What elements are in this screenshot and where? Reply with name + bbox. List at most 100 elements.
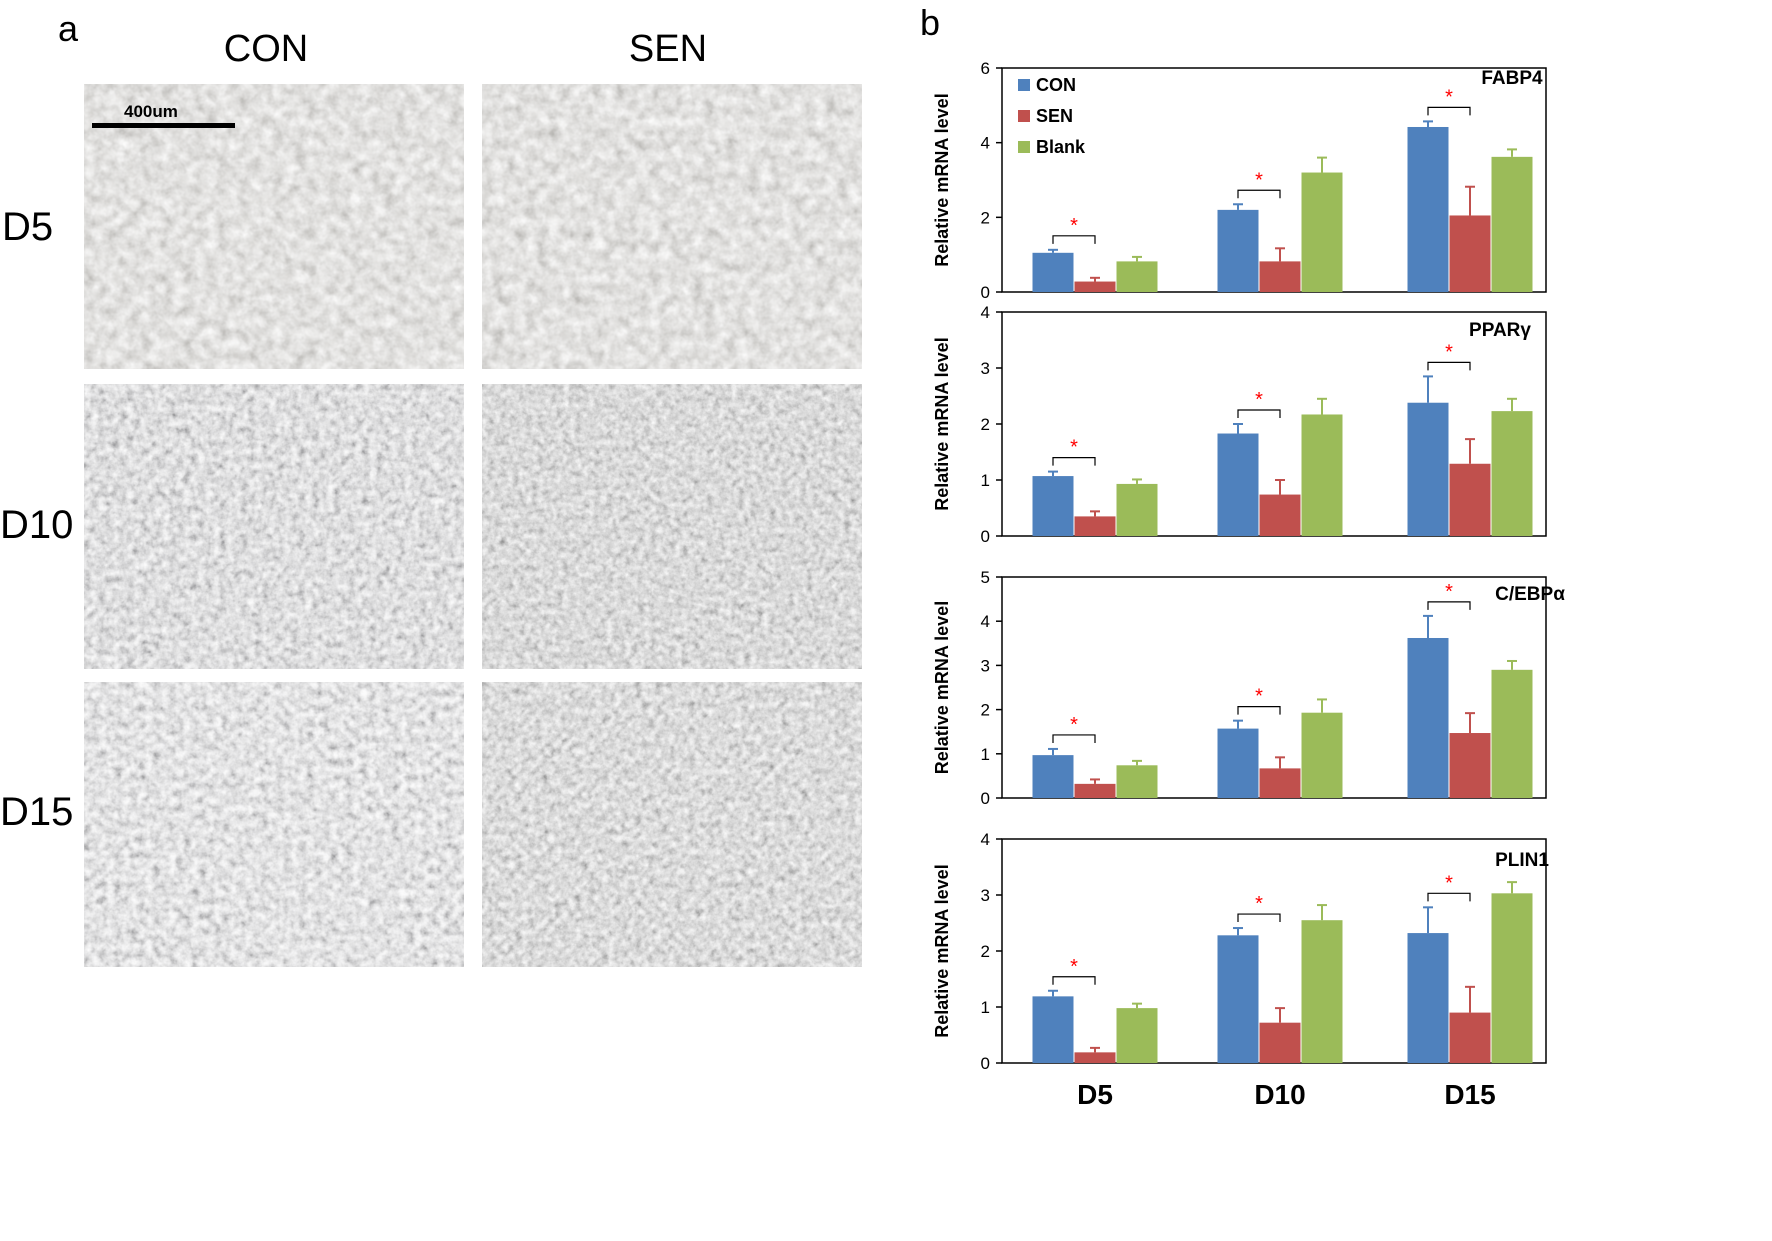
- micrograph-sen-d5: [482, 84, 862, 369]
- column-label-sen: SEN: [628, 28, 708, 70]
- bar-sen: [1449, 1012, 1491, 1063]
- y-tick-label: 4: [981, 830, 990, 849]
- y-tick-label: 0: [981, 1054, 990, 1073]
- significance-star: *: [1070, 714, 1078, 736]
- bar-sen: [1074, 783, 1116, 798]
- x-category-label: D5: [1077, 1079, 1113, 1110]
- significance-star: *: [1255, 686, 1263, 708]
- bar-con: [1032, 252, 1074, 292]
- panel-a-letter: a: [58, 8, 79, 49]
- y-tick-label: 2: [981, 415, 990, 434]
- bar-sen: [1449, 463, 1491, 536]
- significance-bracket: [1427, 106, 1471, 116]
- y-tick-label: 1: [981, 998, 990, 1017]
- y-tick-label: 2: [981, 701, 990, 720]
- y-axis-label: Relative mRNA level: [932, 337, 952, 510]
- y-tick-label: 3: [981, 886, 990, 905]
- bar-sen: [1074, 281, 1116, 292]
- bar-blank: [1491, 156, 1533, 292]
- legend-swatch-sen: [1018, 110, 1030, 122]
- chart-title: FABP4: [1481, 68, 1543, 89]
- bar-con: [1032, 476, 1074, 536]
- panel-b-letter: b: [920, 2, 941, 43]
- bar-con: [1407, 126, 1449, 292]
- bar-sen: [1259, 261, 1301, 292]
- bar-blank: [1491, 669, 1533, 798]
- y-tick-label: 6: [981, 59, 990, 78]
- bar-blank: [1301, 172, 1343, 292]
- bar-sen: [1074, 516, 1116, 536]
- y-tick-label: 4: [981, 303, 990, 322]
- bar-sen: [1449, 215, 1491, 292]
- y-tick-label: 1: [981, 471, 990, 490]
- micrograph-sen-d10: [482, 384, 862, 669]
- significance-bracket: [1237, 409, 1281, 418]
- bar-con: [1032, 996, 1074, 1063]
- legend-swatch-blank: [1018, 141, 1030, 153]
- significance-star: *: [1255, 389, 1263, 411]
- bar-blank: [1116, 261, 1158, 292]
- significance-star: *: [1445, 86, 1453, 108]
- chart-title: C/EBPα: [1495, 584, 1565, 605]
- x-category-label: D10: [1254, 1079, 1305, 1110]
- significance-bracket: [1052, 976, 1096, 985]
- scale-bar: [92, 123, 235, 128]
- significance-star: *: [1255, 893, 1263, 915]
- bar-sen: [1259, 494, 1301, 536]
- bar-con: [1407, 402, 1449, 536]
- significance-bracket: [1427, 892, 1471, 902]
- bar-con: [1217, 209, 1259, 292]
- legend-label-blank: Blank: [1036, 137, 1086, 157]
- row-label-d15: D15: [0, 790, 74, 834]
- bar-blank: [1116, 483, 1158, 536]
- significance-star: *: [1445, 872, 1453, 894]
- significance-star: *: [1070, 215, 1078, 237]
- bar-blank: [1491, 893, 1533, 1063]
- y-axis-label: Relative mRNA level: [932, 93, 952, 266]
- significance-bracket: [1237, 189, 1281, 199]
- bar-con: [1407, 933, 1449, 1063]
- y-tick-label: 0: [981, 527, 990, 546]
- significance-bracket: [1237, 706, 1281, 715]
- significance-star: *: [1070, 956, 1078, 978]
- bar-blank: [1491, 411, 1533, 536]
- x-category-label: D15: [1444, 1079, 1495, 1110]
- significance-bracket: [1052, 457, 1096, 466]
- bar-blank: [1301, 414, 1343, 536]
- significance-bracket: [1052, 734, 1096, 743]
- bar-con: [1407, 637, 1449, 798]
- bar-blank: [1301, 920, 1343, 1063]
- micrograph-sen-d15: [482, 682, 862, 967]
- significance-star: *: [1070, 437, 1078, 459]
- bar-sen: [1449, 733, 1491, 798]
- scale-bar-label: 400um: [124, 102, 178, 121]
- y-tick-label: 2: [981, 208, 990, 227]
- bar-blank: [1301, 712, 1343, 798]
- y-axis-label: Relative mRNA level: [932, 601, 952, 774]
- y-tick-label: 3: [981, 359, 990, 378]
- y-axis-label: Relative mRNA level: [932, 864, 952, 1037]
- significance-bracket: [1052, 235, 1096, 244]
- legend-label-sen: SEN: [1036, 106, 1073, 126]
- bar-con: [1217, 728, 1259, 798]
- significance-star: *: [1445, 581, 1453, 603]
- significance-bracket: [1427, 601, 1471, 610]
- y-tick-label: 4: [981, 134, 990, 153]
- significance-star: *: [1255, 169, 1263, 191]
- row-label-d5: D5: [2, 205, 54, 249]
- legend-swatch-con: [1018, 79, 1030, 91]
- legend-label-con: CON: [1036, 75, 1076, 95]
- bar-blank: [1116, 765, 1158, 798]
- bar-con: [1217, 935, 1259, 1063]
- bar-sen: [1074, 1052, 1116, 1063]
- y-tick-label: 0: [981, 283, 990, 302]
- bar-sen: [1259, 1022, 1301, 1063]
- column-label-con: CON: [223, 28, 309, 70]
- y-tick-label: 1: [981, 745, 990, 764]
- y-tick-label: 3: [981, 656, 990, 675]
- row-label-d10: D10: [0, 503, 74, 547]
- bar-sen: [1259, 768, 1301, 798]
- bar-blank: [1116, 1008, 1158, 1063]
- significance-star: *: [1445, 341, 1453, 363]
- y-tick-label: 4: [981, 612, 990, 631]
